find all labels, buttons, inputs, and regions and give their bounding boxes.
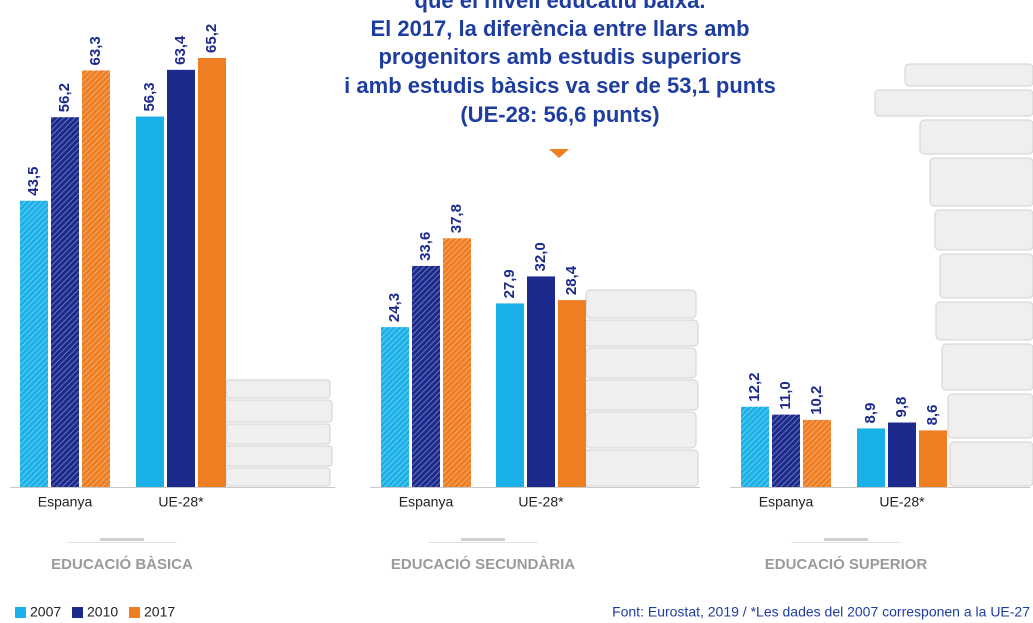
bar (857, 428, 885, 487)
book (221, 445, 333, 467)
book (874, 89, 1033, 117)
panel-title: EDUCACIÓ SUPERIOR (765, 555, 928, 573)
book (949, 441, 1033, 487)
bar (772, 414, 800, 487)
bar (82, 70, 110, 488)
legend-swatch (72, 607, 83, 618)
bar (919, 430, 947, 487)
title: que el nivell educatiu baixa. El 2017, l… (344, 0, 776, 127)
bar (443, 238, 471, 487)
panel-title: EDUCACIÓ BÀSICA (51, 555, 193, 573)
book (934, 209, 1033, 251)
panel-divider (824, 538, 868, 541)
book (935, 301, 1033, 341)
book (585, 347, 697, 379)
category-label: UE-28* (879, 494, 925, 510)
book (225, 423, 331, 445)
book (947, 393, 1033, 439)
value-label: 28,4 (563, 265, 580, 295)
book (225, 379, 331, 399)
book (929, 157, 1033, 207)
title-line: progenitors amb estudis superiors (378, 44, 741, 69)
book (225, 467, 331, 487)
category-label: UE-28* (158, 494, 204, 510)
legend-label: 2017 (144, 604, 175, 620)
bar (558, 300, 586, 487)
value-label: 11,0 (777, 381, 794, 409)
value-label: 37,8 (448, 204, 465, 233)
value-label: 9,8 (893, 397, 910, 418)
category-label: Espanya (38, 494, 93, 510)
book (583, 319, 699, 347)
bar (381, 327, 409, 487)
title-line: El 2017, la diferència entre llars amb (370, 16, 749, 41)
category-label: Espanya (759, 494, 814, 510)
value-label: 27,9 (501, 269, 518, 298)
book (221, 399, 333, 423)
legend-label: 2007 (30, 604, 61, 620)
value-label: 33,6 (417, 232, 434, 261)
category-label: Espanya (399, 494, 454, 510)
book (585, 289, 697, 319)
value-label: 8,9 (862, 403, 879, 424)
legend-label: 2010 (87, 604, 118, 620)
book (583, 379, 699, 411)
book (585, 411, 697, 449)
bar (741, 406, 769, 487)
value-label: 12,2 (746, 373, 763, 402)
bar (803, 419, 831, 487)
title-line: i amb estudis bàsics va ser de 53,1 punt… (344, 73, 776, 98)
title-line: que el nivell educatiu baixa. (415, 0, 706, 13)
value-label: 56,2 (56, 83, 73, 112)
value-label: 63,3 (87, 36, 104, 65)
bar (20, 200, 48, 487)
book (904, 63, 1033, 87)
title-line: (UE-28: 56,6 punts) (460, 102, 659, 127)
category-label: UE-28* (518, 494, 564, 510)
bar (167, 69, 195, 487)
book (583, 449, 699, 487)
value-label: 8,6 (924, 405, 941, 426)
panel-title: EDUCACIÓ SECUNDÀRIA (391, 555, 575, 573)
legend-swatch (15, 607, 26, 618)
bar (496, 303, 524, 487)
pointer-triangle (549, 149, 569, 158)
value-label: 32,0 (532, 242, 549, 271)
bar (412, 265, 440, 487)
source: Font: Eurostat, 2019 / *Les dades del 20… (612, 604, 1030, 620)
panel-divider (461, 538, 505, 541)
value-label: 63,4 (172, 35, 189, 65)
bar (136, 116, 164, 488)
book (941, 343, 1033, 391)
panel-divider (100, 538, 144, 541)
bar (888, 422, 916, 487)
bar (51, 117, 79, 487)
bar (198, 57, 226, 487)
value-label: 56,3 (141, 82, 158, 111)
book (919, 119, 1033, 155)
legend-swatch (129, 607, 140, 618)
value-label: 10,2 (808, 386, 825, 415)
value-label: 43,5 (25, 167, 42, 196)
value-label: 65,2 (203, 24, 220, 53)
value-label: 24,3 (386, 293, 403, 322)
bar (527, 276, 555, 487)
book (939, 253, 1033, 299)
